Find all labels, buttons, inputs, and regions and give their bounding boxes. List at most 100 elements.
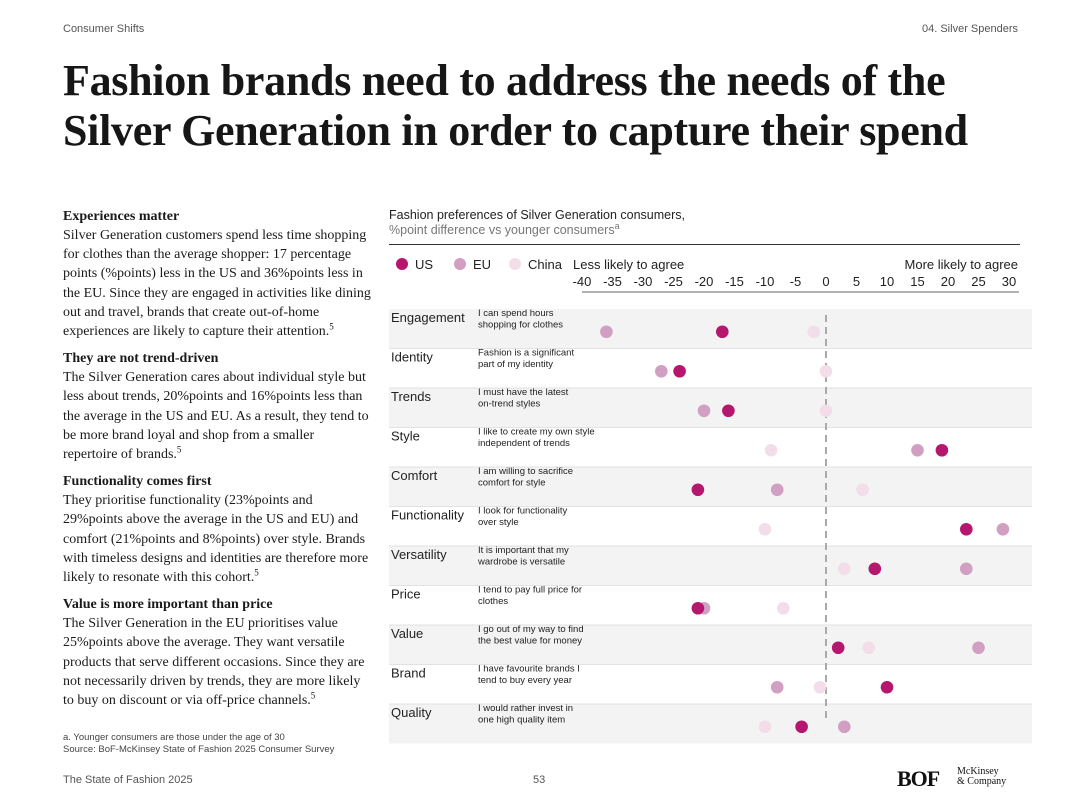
statement-line: I have favourite brands I <box>478 663 580 674</box>
category-label: Functionality <box>391 507 464 522</box>
chart-title: Fashion preferences of Silver Generation… <box>389 208 685 222</box>
section-heading: Experiences matter <box>63 209 180 224</box>
axis-right-label: More likely to agree <box>905 257 1018 272</box>
dot-eu <box>960 562 973 576</box>
dot-china <box>819 364 833 378</box>
category-label: Engagement <box>391 310 465 325</box>
dot-us <box>673 364 686 378</box>
section-body: Silver Generation customers spend less t… <box>63 228 371 340</box>
tick-label: -20 <box>695 274 714 289</box>
section-body: The Silver Generation cares about indivi… <box>63 370 369 463</box>
statement-line: I tend to pay full price for <box>478 584 582 595</box>
dot-us <box>880 680 894 694</box>
statement-line: shopping for clothes <box>478 319 563 330</box>
tick-label: -10 <box>756 274 775 289</box>
footnote-ref: 5 <box>254 567 259 578</box>
statement-line: I like to create my own style <box>478 426 595 437</box>
footnote-ref: 5 <box>176 444 182 455</box>
dot-us <box>722 404 735 418</box>
section-functionality: Functionality comes first They prioritis… <box>63 472 371 587</box>
category-label: Identity <box>391 349 433 364</box>
row-band <box>389 704 1032 744</box>
tick-label: 5 <box>853 274 860 289</box>
dot-us <box>868 562 882 576</box>
tick-label: -35 <box>603 274 622 289</box>
dot-eu <box>770 483 784 497</box>
page-title: Fashion brands need to address the needs… <box>63 56 968 155</box>
category-label: Trends <box>391 389 431 404</box>
tick-label: -30 <box>634 274 653 289</box>
tick-label: 30 <box>1002 274 1016 289</box>
chapter-label: 04. Silver Spenders <box>922 23 1018 35</box>
section-body: They prioritise functionality (23%points… <box>63 493 369 586</box>
statement-line: I go out of my way to find <box>478 624 584 635</box>
statement-line: I am willing to sacrifice <box>478 466 573 477</box>
legend-label-eu: EU <box>473 257 491 272</box>
statement-line: clothes <box>478 596 508 607</box>
axis-left-label: Less likely to agree <box>573 257 684 272</box>
statement-line: I can spend hours <box>478 308 554 319</box>
footnote-a: a. Younger consumers are those under the… <box>63 732 285 743</box>
category-label: Brand <box>391 665 426 680</box>
row-band <box>389 546 1032 586</box>
tick-label: 10 <box>880 274 894 289</box>
category-label: Value <box>391 626 423 641</box>
statement-line: Fashion is a significant <box>478 347 574 358</box>
dot-china <box>764 443 778 457</box>
section-experiences: Experiences matter Silver Generation cus… <box>63 207 371 341</box>
dot-china <box>819 404 833 418</box>
dot-china <box>807 325 821 339</box>
mckinsey-logo: McKinsey & Company <box>957 766 1007 787</box>
tick-label: -15 <box>725 274 744 289</box>
dot-eu <box>996 522 1010 536</box>
row-band <box>389 625 1032 665</box>
tick-label: 25 <box>971 274 985 289</box>
section-body: The Silver Generation in the EU prioriti… <box>63 616 365 709</box>
statement-line: part of my identity <box>478 359 553 370</box>
category-label: Versatility <box>391 547 447 562</box>
tick-label: -40 <box>573 274 592 289</box>
dot-eu <box>697 404 711 418</box>
statement-line: tend to buy every year <box>478 675 572 686</box>
dot-china <box>856 483 869 497</box>
dot-eu <box>600 325 613 339</box>
dot-china <box>813 680 827 694</box>
dot-us <box>935 443 949 457</box>
legend-marker-eu <box>454 258 466 270</box>
chart-subtitle: %point difference vs younger consumersa <box>389 220 620 237</box>
footnote-ref: 5 <box>329 321 334 332</box>
tick-label: -25 <box>664 274 683 289</box>
dot-us <box>691 601 705 615</box>
category-label: Comfort <box>391 468 438 483</box>
dot-china <box>862 641 875 655</box>
statement-line: the best value for money <box>478 635 582 646</box>
section-value: Value is more important than price The S… <box>63 595 371 710</box>
footnote-ref: 5 <box>310 690 316 701</box>
dot-eu <box>838 720 851 734</box>
section-heading: Functionality comes first <box>63 474 212 490</box>
row-band <box>389 388 1032 428</box>
text-column: Experiences matter Silver Generation cus… <box>63 207 371 718</box>
category-label: Quality <box>391 705 432 720</box>
dot-china <box>777 601 790 615</box>
statement-line: wardrobe is versatile <box>477 556 565 567</box>
footnote-ref-a: a <box>614 220 620 231</box>
statement-line: It is important that my <box>478 545 569 556</box>
dot-us <box>795 720 808 734</box>
legend-marker-us <box>396 258 408 270</box>
legend-marker-china <box>509 258 521 270</box>
dot-eu <box>972 641 985 655</box>
dot-eu <box>911 443 924 457</box>
section-trends: They are not trend-driven The Silver Gen… <box>63 349 371 464</box>
statement-line: I would rather invest in <box>478 703 573 714</box>
statement-line: one high quality item <box>478 714 565 725</box>
dot-us <box>960 522 973 536</box>
row-band <box>389 309 1032 349</box>
tick-label: 15 <box>910 274 924 289</box>
page-number: 53 <box>533 774 546 786</box>
dot-china <box>838 562 851 576</box>
chart-divider <box>389 244 1020 245</box>
report-name: The State of Fashion 2025 <box>63 774 193 786</box>
section-label: Consumer Shifts <box>63 23 145 35</box>
tick-label: 20 <box>941 274 955 289</box>
